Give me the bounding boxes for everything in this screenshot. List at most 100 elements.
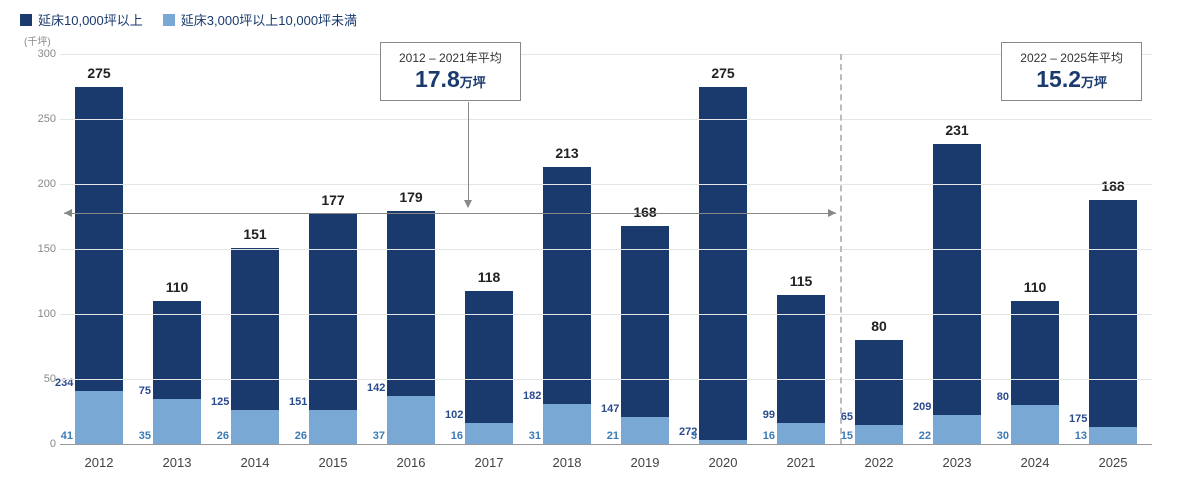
average-reference-line — [64, 213, 836, 214]
series2-value-label: 37 — [367, 430, 385, 442]
average-period-label: 2022 – 2025年平均 — [1020, 49, 1123, 66]
xaxis-label: 2015 — [294, 448, 372, 474]
bar-stack: 18231213 — [543, 167, 591, 444]
bar-segment-series1: 125 — [231, 248, 279, 411]
bar-segment-series2: 31 — [543, 404, 591, 444]
bar-segment-series1: 80 — [1011, 301, 1059, 405]
bar-segment-series1: 151 — [309, 214, 357, 410]
average-value: 17.8万坪 — [399, 66, 502, 94]
series2-value-label: 3 — [679, 430, 697, 442]
average-arrow — [468, 102, 469, 207]
bar-segment-series2: 41 — [75, 391, 123, 444]
xaxis-label: 2019 — [606, 448, 684, 474]
chart-area: 2344127575351101252615115126177142371791… — [20, 54, 1162, 474]
total-value-label: 275 — [711, 65, 734, 81]
ytick-label: 50 — [24, 373, 56, 385]
bar-segment-series2: 15 — [855, 425, 903, 445]
average-period-label: 2012 – 2021年平均 — [399, 49, 502, 66]
bar-segment-series1: 234 — [75, 87, 123, 391]
bar-stack: 12526151 — [231, 248, 279, 444]
series2-value-label: 16 — [757, 430, 775, 442]
bar-segment-series1: 142 — [387, 211, 435, 396]
gridline — [60, 54, 1152, 55]
legend-swatch-series1 — [20, 14, 32, 26]
bar-stack: 8030110 — [1011, 301, 1059, 444]
gridline — [60, 379, 1152, 380]
xaxis-labels: 2012201320142015201620172018201920202021… — [60, 448, 1152, 474]
series2-value-label: 16 — [445, 430, 463, 442]
series1-value-label: 182 — [523, 390, 541, 402]
bar-stack: 20922231 — [933, 144, 981, 444]
bar-segment-series1: 102 — [465, 291, 513, 424]
series1-value-label: 75 — [133, 385, 151, 397]
bar-stack: 14721168 — [621, 226, 669, 444]
xaxis-label: 2020 — [684, 448, 762, 474]
total-value-label: 115 — [790, 273, 813, 289]
xaxis-label: 2017 — [450, 448, 528, 474]
series1-value-label: 125 — [211, 396, 229, 408]
series2-value-label: 15 — [835, 430, 853, 442]
legend-label-series1: 延床10,000坪以上 — [38, 10, 143, 29]
series1-value-label: 65 — [835, 411, 853, 423]
bar-stack: 14237179 — [387, 211, 435, 444]
legend-swatch-series2 — [163, 14, 175, 26]
xaxis-label: 2022 — [840, 448, 918, 474]
bar-stack: 7535110 — [153, 301, 201, 444]
series1-value-label: 147 — [601, 403, 619, 415]
series1-value-label: 151 — [289, 396, 307, 408]
average-callout: 2022 – 2025年平均15.2万坪 — [1001, 42, 1142, 101]
bar-stack: 651580 — [855, 340, 903, 444]
total-value-label: 118 — [478, 269, 501, 285]
gridline — [60, 444, 1152, 445]
series2-value-label: 35 — [133, 430, 151, 442]
gridline — [60, 119, 1152, 120]
total-value-label: 110 — [1024, 279, 1047, 295]
xaxis-label: 2012 — [60, 448, 138, 474]
xaxis-label: 2014 — [216, 448, 294, 474]
series1-value-label: 175 — [1069, 413, 1087, 425]
series1-value-label: 209 — [913, 401, 931, 413]
gridline — [60, 314, 1152, 315]
bar-segment-series2: 26 — [231, 410, 279, 444]
total-value-label: 110 — [166, 279, 189, 295]
legend-item-series2: 延床3,000坪以上10,000坪未満 — [163, 10, 357, 29]
bar-segment-series1: 272 — [699, 87, 747, 441]
total-value-label: 179 — [399, 189, 422, 205]
bar-segment-series2: 22 — [933, 415, 981, 444]
yaxis-title: (千坪) — [24, 33, 1162, 48]
bar-stack: 17513188 — [1089, 200, 1137, 444]
series1-value-label: 102 — [445, 409, 463, 421]
series2-value-label: 21 — [601, 430, 619, 442]
gridline — [60, 184, 1152, 185]
series1-value-label: 142 — [367, 382, 385, 394]
series2-value-label: 31 — [523, 430, 541, 442]
bar-segment-series2: 16 — [465, 423, 513, 444]
xaxis-label: 2018 — [528, 448, 606, 474]
bar-stack: 23441275 — [75, 87, 123, 444]
series2-value-label: 26 — [289, 430, 307, 442]
legend-item-series1: 延床10,000坪以上 — [20, 10, 143, 29]
total-value-label: 151 — [243, 226, 266, 242]
average-callout: 2012 – 2021年平均17.8万坪 — [380, 42, 521, 101]
legend: 延床10,000坪以上 延床3,000坪以上10,000坪未満 — [20, 10, 1162, 29]
ytick-label: 100 — [24, 308, 56, 320]
bar-stack: 2723275 — [699, 87, 747, 444]
xaxis-label: 2021 — [762, 448, 840, 474]
legend-label-series2: 延床3,000坪以上10,000坪未満 — [181, 10, 357, 29]
bar-segment-series2: 21 — [621, 417, 669, 444]
ytick-label: 300 — [24, 48, 56, 60]
average-value: 15.2万坪 — [1020, 66, 1123, 94]
xaxis-label: 2023 — [918, 448, 996, 474]
total-value-label: 188 — [1101, 178, 1124, 194]
bar-segment-series1: 147 — [621, 226, 669, 417]
bar-segment-series1: 65 — [855, 340, 903, 425]
bar-segment-series1: 182 — [543, 167, 591, 404]
total-value-label: 80 — [871, 318, 887, 334]
period-divider — [840, 54, 842, 444]
bar-segment-series2: 35 — [153, 399, 201, 445]
plot-region: 2344127575351101252615115126177142371791… — [60, 54, 1152, 444]
xaxis-label: 2013 — [138, 448, 216, 474]
total-value-label: 213 — [555, 145, 578, 161]
series1-value-label: 80 — [991, 391, 1009, 403]
series2-value-label: 26 — [211, 430, 229, 442]
